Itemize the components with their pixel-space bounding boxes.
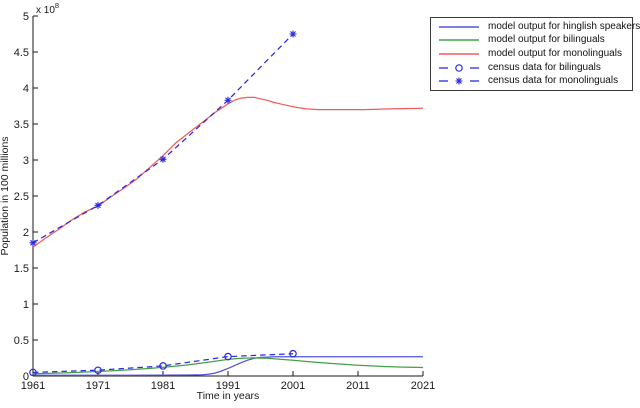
legend-sample-solid-line-icon xyxy=(439,26,479,28)
svg-text:1971: 1971 xyxy=(86,380,110,392)
svg-text:1: 1 xyxy=(23,299,29,311)
svg-text:1961: 1961 xyxy=(21,380,45,392)
svg-text:1981: 1981 xyxy=(151,380,175,392)
svg-text:1.5: 1.5 xyxy=(14,263,29,275)
svg-text:3: 3 xyxy=(23,155,29,167)
svg-text:2001: 2001 xyxy=(281,380,305,392)
svg-text:2: 2 xyxy=(23,227,29,239)
legend-sample-dashed-asterisk-icon xyxy=(439,77,479,85)
svg-text:0.5: 0.5 xyxy=(14,335,29,347)
y-axis-label: Population in 100 millions xyxy=(0,136,11,255)
svg-text:1991: 1991 xyxy=(216,380,240,392)
legend-sample-solid-line-icon xyxy=(439,53,479,55)
legend-item-census-monolinguals: census data for monolinguals xyxy=(437,75,630,87)
svg-text:3.5: 3.5 xyxy=(14,119,29,131)
legend-item-census-bilinguals: census data for bilinguals xyxy=(437,62,630,74)
legend-item-model-monolinguals: model output for monolinguals xyxy=(437,48,630,60)
legend-sample-solid-line-icon xyxy=(439,39,479,42)
legend-label: model output for monolinguals xyxy=(488,47,622,59)
svg-text:0: 0 xyxy=(23,371,29,383)
svg-text:2021: 2021 xyxy=(411,380,435,392)
svg-text:4.5: 4.5 xyxy=(14,47,29,59)
x-axis-label: Time in years xyxy=(197,390,260,402)
svg-text:2.5: 2.5 xyxy=(14,191,29,203)
legend-label: model output for hinglish speakers xyxy=(488,20,640,32)
svg-text:4: 4 xyxy=(23,83,29,95)
legend-item-model-hinglish: model output for hinglish speakers xyxy=(437,21,640,33)
legend-sample-dashed-circle-icon xyxy=(439,63,479,72)
plot-area: 0 0.5 1 1.5 2 2.5 3 3.5 4 4.5 5 1961 1971 1981 1991 200… xyxy=(14,11,436,392)
legend-label: census data for bilinguals xyxy=(488,61,601,73)
legend-label: model output for bilinguals xyxy=(488,34,605,46)
y-axis-exponent: x 108 xyxy=(36,1,59,16)
svg-text:2011: 2011 xyxy=(346,380,370,392)
legend: model output for hinglish speakers model… xyxy=(430,17,640,91)
svg-text:5: 5 xyxy=(23,11,29,23)
legend-label: census data for monolinguals xyxy=(488,75,619,87)
legend-item-model-bilinguals: model output for bilinguals xyxy=(437,34,630,46)
